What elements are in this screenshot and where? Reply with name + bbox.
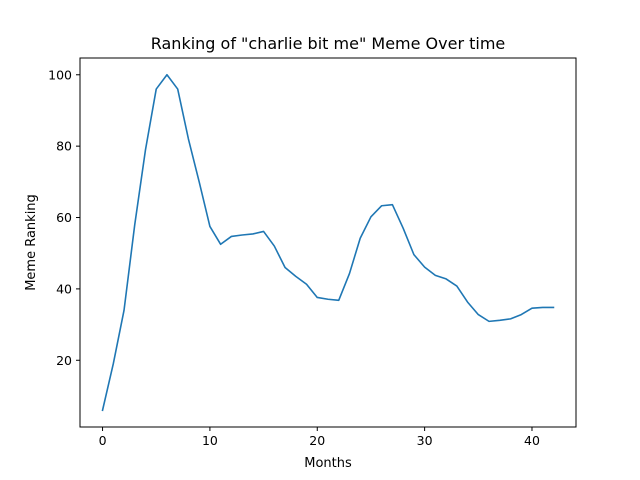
x-tick-label: 20 [309, 433, 325, 448]
y-tick-label: 80 [56, 139, 72, 154]
y-tick-label: 100 [48, 67, 72, 82]
chart-title: Ranking of "charlie bit me" Meme Over ti… [151, 34, 506, 53]
data-series [101, 73, 555, 412]
y-tick-label: 20 [56, 353, 72, 368]
y-tick-label: 40 [56, 281, 72, 296]
y-axis-label: Meme Ranking [24, 194, 39, 291]
plot-background [80, 58, 576, 427]
y-tick-label: 60 [56, 210, 72, 225]
x-tick-label: 0 [99, 433, 107, 448]
x-axis-label: Months [304, 456, 352, 471]
axis-ticks: 0 10 20 30 40 20 40 60 80 100 [48, 67, 540, 448]
x-tick-label: 30 [417, 433, 433, 448]
series-line [101, 73, 555, 412]
x-tick-label: 10 [202, 433, 218, 448]
plot-frame [79, 57, 577, 428]
x-tick-label: 40 [524, 433, 540, 448]
